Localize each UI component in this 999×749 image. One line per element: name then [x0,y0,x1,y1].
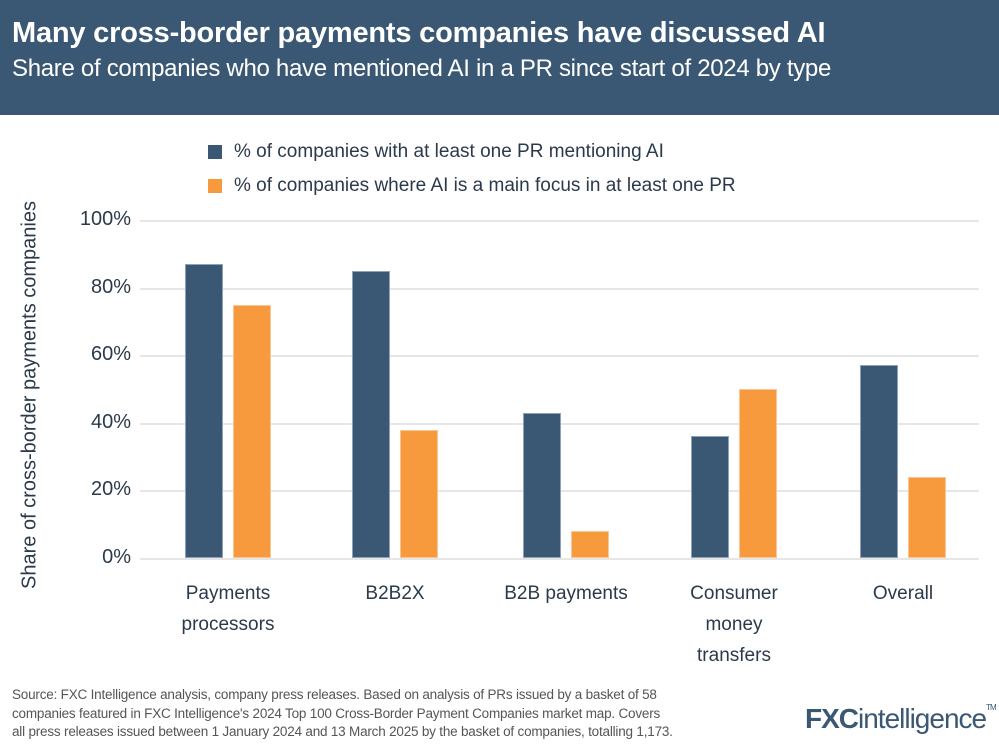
legend-swatch-orange [208,179,222,193]
bar-ai-main-focus [739,389,777,558]
category-label: Consumer [690,583,778,604]
gridline-0 [140,558,979,560]
category-label: processors [181,614,275,635]
gridline-60 [140,355,979,358]
gridline-80 [140,287,979,290]
chart-subtitle: Share of companies who have mentioned AI… [12,55,832,82]
fxc-intelligence-logo: FXCintelligenceTM [805,703,997,735]
chart-header: Many cross-border payments companies hav… [0,0,999,115]
gridline-100 [140,220,979,222]
bar-ai-main-focus [400,429,438,558]
legend-item-main-focus: % of companies where AI is a main focus … [208,169,736,203]
bar-ai-main-focus [908,476,946,558]
bar-mentioned-ai [860,365,898,558]
category-label: Payments [185,583,271,604]
bar-ai-main-focus [233,304,271,558]
x-category-payments-processors: Payments processors [143,578,313,640]
y-tick: 100% [79,208,131,231]
x-category-b2b-payments: B2B payments [481,578,651,609]
y-tick: 20% [90,478,131,501]
category-label: money [705,614,763,635]
bar-mentioned-ai [185,263,223,558]
legend-label: % of companies where AI is a main focus … [234,175,736,196]
x-category-consumer-money-transfers: Consumer money transfers [649,578,819,671]
legend: % of companies with at least one PR ment… [208,135,736,203]
y-tick: 0% [102,546,131,569]
y-tick: 80% [90,275,131,298]
y-tick: 60% [90,343,131,366]
legend-swatch-navy [208,145,222,159]
y-axis-title: Share of cross-border payments companies [18,201,41,589]
legend-label: % of companies with at least one PR ment… [234,141,664,162]
plot-area: 100% 80% 60% 40% 20% 0% [80,208,979,568]
y-tick: 40% [90,410,131,433]
bar-mentioned-ai [691,436,729,558]
source-line: all press releases issued between 1 Janu… [12,724,673,739]
source-note: Source: FXC Intelligence analysis, compa… [12,686,782,742]
category-label: B2B payments [504,583,628,604]
bar-mentioned-ai [352,270,390,558]
x-category-overall: Overall [818,578,988,609]
logo-tm: TM [986,703,997,712]
x-category-b2b2x: B2B2X [310,578,480,609]
chart-title: Many cross-border payments companies hav… [12,17,826,49]
source-line: companies featured in FXC Intelligence's… [12,705,661,721]
logo-intelligence: intelligence [858,703,987,734]
bar-mentioned-ai [523,412,561,558]
category-label: B2B2X [365,583,425,604]
category-label: Overall [872,583,934,604]
bar-ai-main-focus [571,530,609,558]
legend-item-mentioned: % of companies with at least one PR ment… [208,135,736,169]
logo-fxc: FXC [805,703,859,734]
source-line: Source: FXC Intelligence analysis, compa… [12,687,657,702]
category-label: transfers [697,645,771,666]
